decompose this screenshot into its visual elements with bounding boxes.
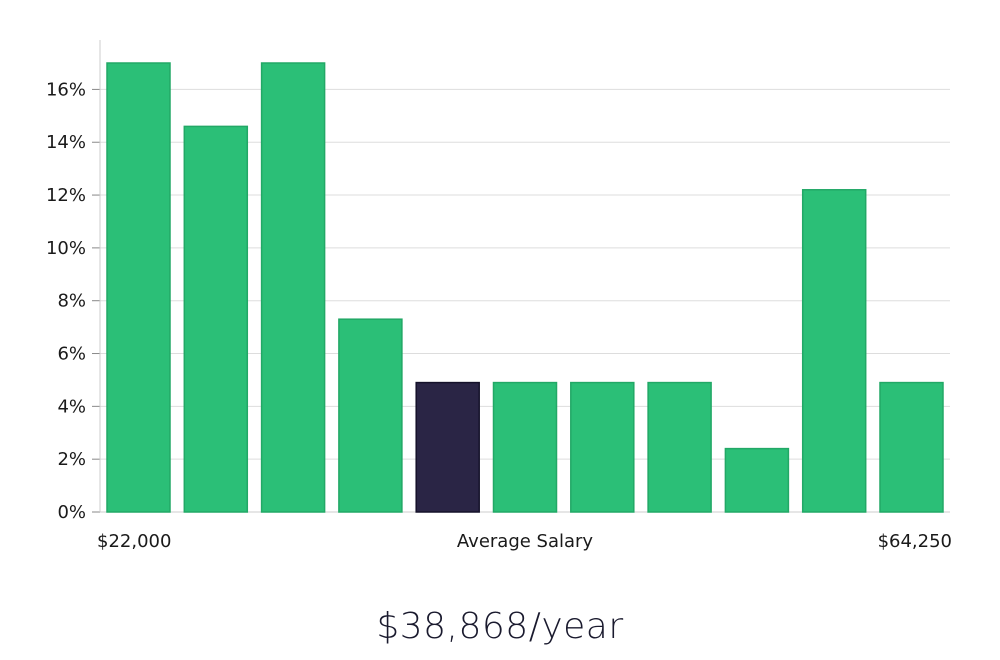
bar bbox=[647, 381, 712, 513]
bar-highlight bbox=[415, 381, 480, 513]
y-tick-label: 14% bbox=[46, 132, 86, 153]
salary-histogram-chart: 0% 2% 4% 6% 8% 10% 12% 14% 16% $22,000 Average Sal… bbox=[46, 40, 952, 552]
bar bbox=[801, 189, 867, 513]
bar bbox=[879, 381, 944, 513]
y-tick-label: 10% bbox=[46, 238, 86, 259]
y-tick-label: 16% bbox=[46, 79, 86, 100]
bar bbox=[183, 125, 249, 513]
bar bbox=[492, 381, 558, 513]
bar bbox=[338, 318, 403, 513]
y-tick-label: 8% bbox=[57, 291, 86, 312]
bar bbox=[260, 62, 326, 513]
bar bbox=[724, 447, 790, 513]
chart-svg: 0% 2% 4% 6% 8% 10% 12% 14% 16% $22,000 Average Sal… bbox=[46, 40, 952, 552]
x-start-label: $22,000 bbox=[97, 531, 171, 552]
y-tick-label: 4% bbox=[57, 396, 86, 417]
y-tick-label: 6% bbox=[57, 344, 86, 365]
bar bbox=[570, 381, 635, 513]
y-tick-label: 12% bbox=[46, 185, 86, 206]
bar bbox=[106, 62, 171, 513]
y-tick-label: 0% bbox=[57, 502, 86, 523]
x-end-label: $64,250 bbox=[878, 531, 952, 552]
x-center-label: Average Salary bbox=[457, 531, 594, 552]
average-salary-value: $38,868/year bbox=[376, 606, 624, 647]
y-tick-label: 2% bbox=[57, 449, 86, 470]
